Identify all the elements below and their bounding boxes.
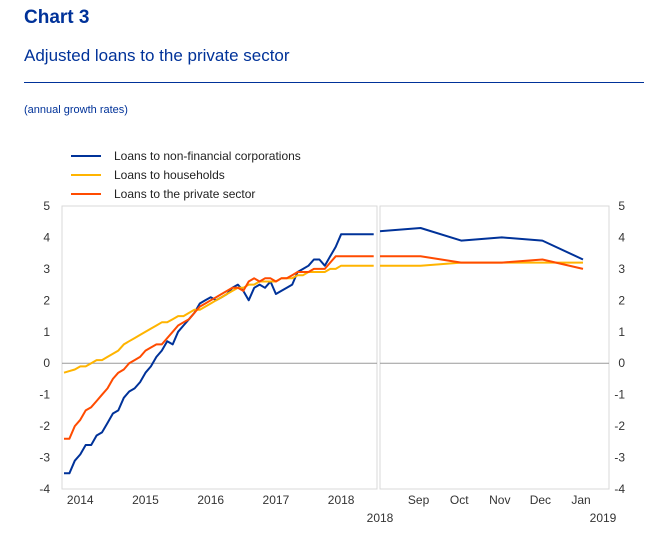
x-tick-label-year: 2015 [132, 493, 159, 507]
y-tick-label-right: 2 [618, 293, 625, 307]
y-tick-label-left: -1 [39, 388, 50, 402]
legend-label: Loans to non-financial corporations [114, 149, 301, 163]
y-tick-label-right: 1 [618, 325, 625, 339]
y-tick-label-left: 2 [43, 293, 50, 307]
x-tick-label-year: 2014 [67, 493, 94, 507]
y-tick-label-right: 3 [618, 262, 625, 276]
units-note: (annual growth rates) [24, 104, 128, 116]
y-tick-label-left: 3 [43, 262, 50, 276]
x-year-label: 2019 [590, 511, 617, 525]
y-tick-label-right: 4 [618, 230, 625, 244]
y-tick-label-left: -4 [39, 482, 50, 496]
x-tick-label-month: Oct [450, 493, 469, 507]
y-tick-label-left: -2 [39, 419, 50, 433]
y-tick-label-left: 5 [43, 199, 50, 213]
y-tick-label-left: 4 [43, 230, 50, 244]
legend-label: Loans to households [114, 168, 225, 182]
series-line-monthly [64, 255, 374, 440]
y-tick-label-right: -2 [614, 419, 625, 433]
title-divider [24, 82, 644, 83]
y-tick-label-left: 1 [43, 325, 50, 339]
plot-frame-monthly [61, 205, 378, 490]
y-tick-label-right: 0 [618, 356, 625, 370]
plot-frame-recent [379, 205, 610, 490]
legend-label: Loans to the private sector [114, 187, 255, 201]
y-tick-label-right: -4 [614, 482, 625, 496]
x-tick-label-month: Nov [489, 493, 510, 507]
chart-title: Adjusted loans to the private sector [24, 46, 290, 65]
x-tick-label-year: 2017 [263, 493, 290, 507]
y-tick-label-right: 5 [618, 199, 625, 213]
series-line-recent [379, 227, 584, 261]
y-tick-label-right: -3 [614, 451, 625, 465]
x-tick-label-month: Sep [408, 493, 430, 507]
x-tick-label-year: 2018 [328, 493, 355, 507]
x-year-label: 2018 [367, 511, 394, 525]
series-line-monthly [63, 264, 374, 374]
series-line-recent [380, 255, 584, 270]
x-tick-label-year: 2016 [197, 493, 224, 507]
y-tick-label-left: -3 [39, 451, 50, 465]
y-tick-label-right: -1 [614, 388, 625, 402]
x-tick-label-month: Jan [571, 493, 590, 507]
y-tick-label-left: 0 [43, 356, 50, 370]
x-tick-label-month: Dec [530, 493, 551, 507]
chart-label: Chart 3 [24, 7, 90, 28]
